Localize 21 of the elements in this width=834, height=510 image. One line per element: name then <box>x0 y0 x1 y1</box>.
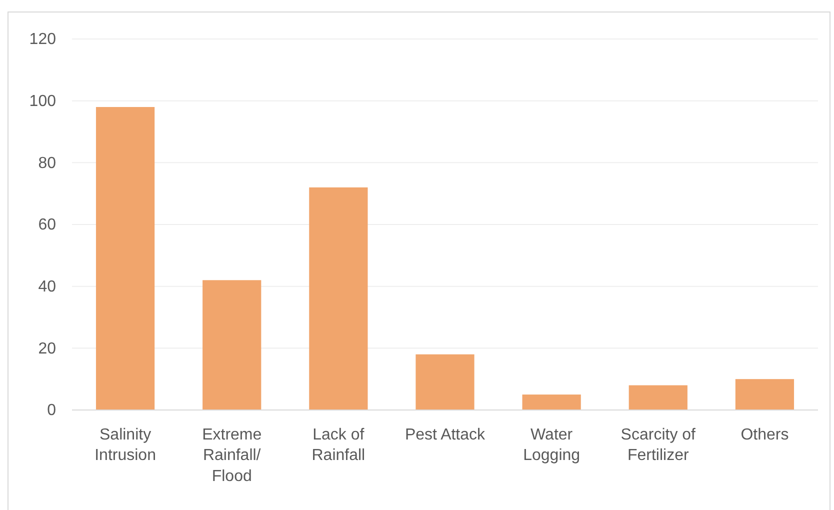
y-tick-label: 40 <box>38 278 56 296</box>
y-tick-label: 100 <box>29 92 56 110</box>
y-tick-label: 20 <box>38 340 56 358</box>
y-tick-label: 0 <box>47 402 56 420</box>
bar <box>202 280 262 410</box>
y-tick-label: 60 <box>38 216 56 234</box>
x-tick-label: Extreme Rainfall/ Flood <box>202 426 262 485</box>
x-tick-label: Pest Attack <box>404 426 486 444</box>
bar <box>735 379 794 410</box>
x-tick-label: Water Logging <box>523 426 580 464</box>
bar <box>522 394 581 410</box>
x-tick-label: Scarcity of Fertilizer <box>620 426 696 464</box>
bar <box>628 385 688 410</box>
y-tick-label: 120 <box>29 31 56 48</box>
bar <box>96 107 155 410</box>
y-tick-label: 80 <box>38 154 56 172</box>
bar <box>309 187 368 410</box>
x-tick-label: Salinity Intrusion <box>94 426 156 464</box>
x-tick-label: Others <box>740 426 789 444</box>
bar <box>416 354 474 410</box>
x-tick-label: Lack of Rainfall <box>312 426 366 464</box>
